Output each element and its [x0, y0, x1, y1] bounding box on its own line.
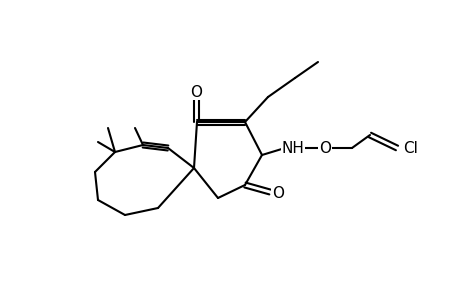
Text: Cl: Cl — [403, 140, 418, 155]
Text: O: O — [318, 140, 330, 155]
Text: NH: NH — [281, 140, 304, 155]
Text: O: O — [190, 85, 202, 100]
Text: O: O — [271, 185, 283, 200]
